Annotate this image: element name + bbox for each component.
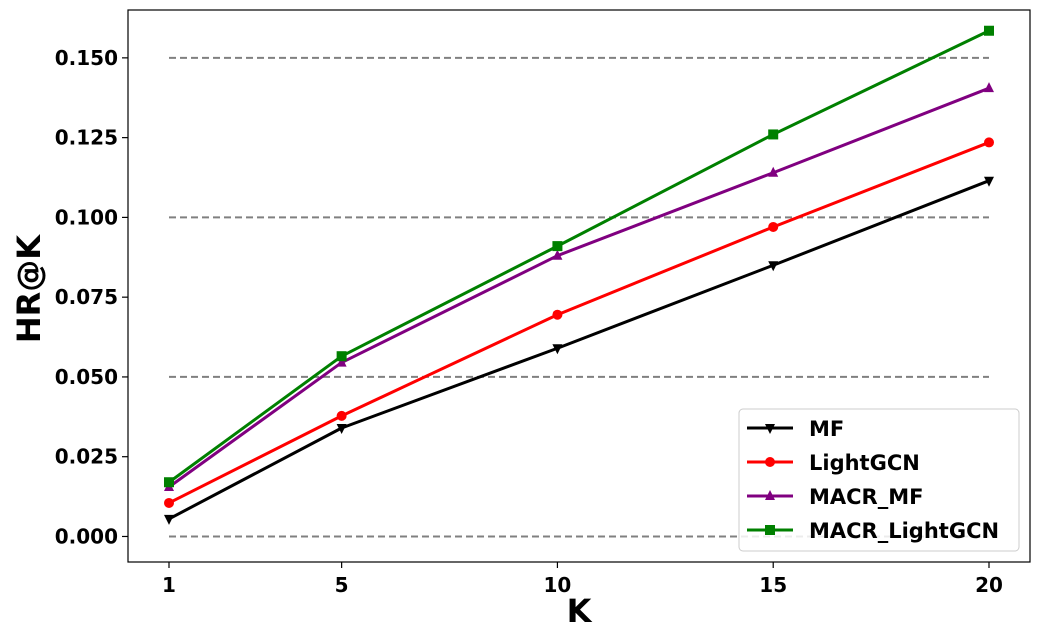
x-tick-label: 10 xyxy=(543,573,571,597)
data-point-mf xyxy=(768,261,779,272)
data-point-lightgcn xyxy=(552,309,563,320)
data-point-macr-mf xyxy=(984,82,994,93)
data-point-macr-lightgcn xyxy=(768,129,779,140)
data-point-mf xyxy=(336,423,347,434)
data-point-mf xyxy=(984,176,994,187)
data-point-macr-mf xyxy=(552,249,563,260)
y-tick-label: 0.025 xyxy=(55,445,118,469)
data-point-mf xyxy=(164,514,174,525)
y-tick-label: 0.125 xyxy=(55,126,118,150)
y-tick-label: 0.100 xyxy=(55,205,118,229)
y-axis-ticks: 0.000 0.025 0.050 0.075 0.100 0.125 0.150 xyxy=(55,46,128,548)
x-axis-ticks: 1 5 10 15 20 xyxy=(162,562,1003,597)
x-tick-label: 15 xyxy=(759,573,787,597)
y-tick-label: 0.150 xyxy=(55,46,118,70)
legend-label-mf: MF xyxy=(809,417,844,441)
x-axis-label: K xyxy=(567,592,593,630)
data-point-lightgcn xyxy=(336,410,347,421)
legend-marker-mf xyxy=(765,424,775,434)
legend-marker-macr-mf xyxy=(765,490,775,500)
data-point-lightgcn xyxy=(164,497,174,508)
legend-label-macr-mf: MACR_MF xyxy=(809,485,923,509)
y-tick-label: 0.075 xyxy=(55,285,118,309)
data-point-macr-lightgcn xyxy=(984,25,994,36)
data-point-lightgcn xyxy=(768,221,779,232)
legend: MF LightGCN MACR_MF MACR_LightGCN xyxy=(738,408,1020,552)
legend-label-macr-lightgcn: MACR_LightGCN xyxy=(809,519,999,543)
legend-label-lightgcn: LightGCN xyxy=(809,451,920,475)
series-lines xyxy=(164,25,994,525)
data-point-mf xyxy=(552,344,563,355)
data-point-macr-mf xyxy=(768,166,779,177)
data-point-macr-lightgcn xyxy=(336,351,347,362)
x-tick-label: 5 xyxy=(335,573,349,597)
x-tick-label: 20 xyxy=(975,573,1003,597)
y-tick-label: 0.050 xyxy=(55,365,118,389)
data-point-macr-lightgcn xyxy=(552,241,563,252)
data-point-macr-mf xyxy=(336,356,347,367)
x-tick-label: 1 xyxy=(162,573,176,597)
data-point-lightgcn xyxy=(984,137,994,148)
data-point-macr-lightgcn xyxy=(164,477,174,488)
legend-marker-macr-lightgcn xyxy=(765,525,775,535)
y-tick-label: 0.000 xyxy=(55,524,118,548)
legend-marker-lightgcn xyxy=(765,457,775,467)
legend-box xyxy=(738,408,1020,552)
y-axis-label: HR@K xyxy=(10,234,48,343)
